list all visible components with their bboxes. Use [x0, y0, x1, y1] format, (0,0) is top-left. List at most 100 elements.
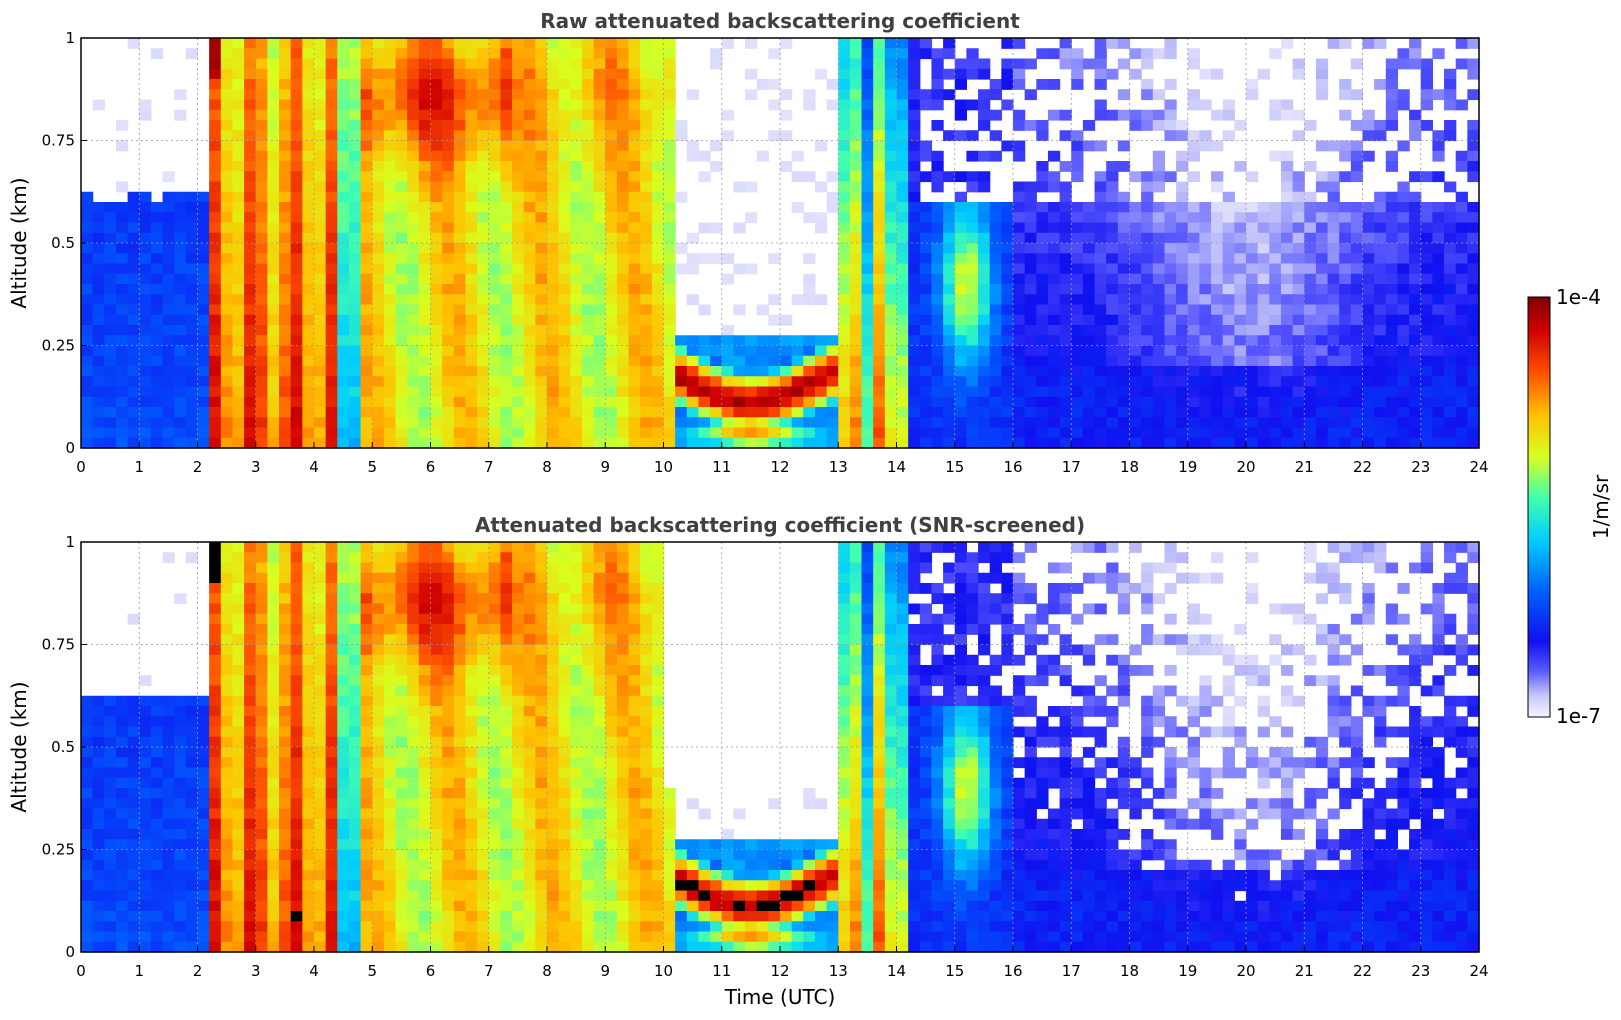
- heatmap-cell: [1304, 212, 1317, 224]
- heatmap-cell: [150, 222, 164, 234]
- heatmap-cell: [1269, 386, 1282, 398]
- heatmap-cell: [1304, 396, 1317, 408]
- heatmap-cell: [1141, 232, 1154, 244]
- heatmap-cell: [255, 583, 268, 594]
- heatmap-cell: [1455, 212, 1468, 224]
- heatmap-cell: [908, 171, 921, 183]
- heatmap-cell: [1409, 427, 1422, 439]
- heatmap-cell: [814, 386, 828, 398]
- heatmap-cell: [220, 562, 234, 574]
- heatmap-cell: [453, 212, 467, 224]
- heatmap-cell: [279, 345, 292, 357]
- heatmap-cell: [581, 304, 595, 316]
- heatmap-cell: [500, 79, 513, 90]
- heatmap-cell: [640, 222, 653, 234]
- heatmap-cell: [383, 407, 397, 418]
- heatmap-cell: [849, 335, 863, 347]
- heatmap-cell: [931, 79, 944, 90]
- heatmap-cell: [1222, 222, 1235, 234]
- heatmap-cell: [348, 757, 362, 769]
- heatmap-cell: [1409, 109, 1422, 121]
- heatmap-cell: [989, 325, 1002, 336]
- heatmap-cell: [267, 572, 280, 584]
- heatmap-cell: [1071, 232, 1084, 244]
- heatmap-cell: [1292, 376, 1305, 388]
- heatmap-cell: [244, 366, 257, 377]
- heatmap-cell: [861, 294, 874, 306]
- heatmap-cell: [1001, 263, 1014, 275]
- heatmap-cell: [1047, 171, 1061, 183]
- heatmap-cell: [1164, 38, 1177, 49]
- heatmap-cell: [407, 634, 420, 646]
- heatmap-cell: [255, 325, 268, 336]
- heatmap-cell: [628, 140, 641, 152]
- heatmap-cell: [139, 243, 152, 254]
- heatmap-cell: [593, 376, 606, 388]
- heatmap-cell: [104, 777, 117, 789]
- heatmap-cell: [337, 911, 350, 922]
- heatmap-cell: [919, 99, 933, 111]
- heatmap-cell: [756, 386, 769, 398]
- heatmap-cell: [1001, 345, 1014, 357]
- heatmap-cell: [651, 48, 665, 60]
- heatmap-cell: [1467, 171, 1480, 183]
- heatmap-cell: [570, 437, 583, 449]
- heatmap-cell: [1106, 314, 1119, 326]
- heatmap-cell: [1280, 304, 1294, 316]
- heatmap-cell: [523, 335, 536, 347]
- heatmap-cell: [1420, 417, 1433, 429]
- heatmap-cell: [209, 921, 222, 933]
- heatmap-cell: [302, 304, 315, 316]
- heatmap-cell: [407, 839, 420, 851]
- heatmap-cell: [966, 212, 979, 224]
- heatmap-cell: [477, 109, 490, 121]
- heatmap-cell: [1129, 243, 1142, 254]
- heatmap-cell: [1106, 181, 1119, 193]
- heatmap-cell: [302, 931, 315, 943]
- heatmap-cell: [1362, 273, 1375, 285]
- heatmap-cell: [1106, 355, 1119, 367]
- heatmap-cell: [395, 941, 408, 953]
- heatmap-cell: [1257, 284, 1270, 295]
- heatmap-cell: [1106, 284, 1119, 295]
- heatmap-cell: [407, 870, 420, 881]
- heatmap-cell: [1444, 232, 1457, 244]
- heatmap-cell: [360, 829, 373, 840]
- heatmap-cell: [220, 335, 234, 347]
- heatmap-cell: [826, 355, 839, 367]
- heatmap-cell: [244, 675, 257, 687]
- heatmap-cell: [430, 427, 443, 439]
- heatmap-cell: [127, 757, 140, 769]
- heatmap-cell: [418, 263, 432, 275]
- heatmap-cell: [523, 161, 536, 172]
- heatmap-cell: [628, 99, 641, 111]
- heatmap-cell: [162, 859, 175, 871]
- heatmap-cell: [1350, 58, 1364, 70]
- heatmap-cell: [1234, 376, 1247, 388]
- heatmap-cell: [640, 417, 653, 429]
- heatmap-cell: [1269, 284, 1282, 295]
- y-tick-label: 0.5: [51, 234, 75, 252]
- heatmap-cell: [1047, 181, 1061, 193]
- heatmap-cell: [477, 191, 490, 203]
- heatmap-cell: [418, 839, 432, 851]
- heatmap-cell: [1304, 427, 1317, 439]
- heatmap-cell: [81, 407, 94, 418]
- heatmap-cell: [1013, 437, 1026, 449]
- heatmap-cell: [989, 202, 1002, 213]
- heatmap-cell: [174, 89, 187, 101]
- heatmap-cell: [931, 120, 944, 131]
- heatmap-cell: [943, 171, 956, 183]
- heatmap-cell: [1117, 335, 1131, 347]
- heatmap-cell: [360, 798, 373, 810]
- heatmap-cell: [1001, 99, 1014, 111]
- heatmap-cell: [1106, 68, 1119, 80]
- heatmap-cell: [127, 890, 140, 902]
- heatmap-cell: [1071, 273, 1084, 285]
- heatmap-cell: [978, 386, 991, 398]
- heatmap-cell: [593, 232, 606, 244]
- heatmap-cell: [931, 325, 944, 336]
- heatmap-cell: [360, 99, 373, 111]
- heatmap-cell: [1432, 89, 1445, 101]
- heatmap-cell: [197, 849, 210, 861]
